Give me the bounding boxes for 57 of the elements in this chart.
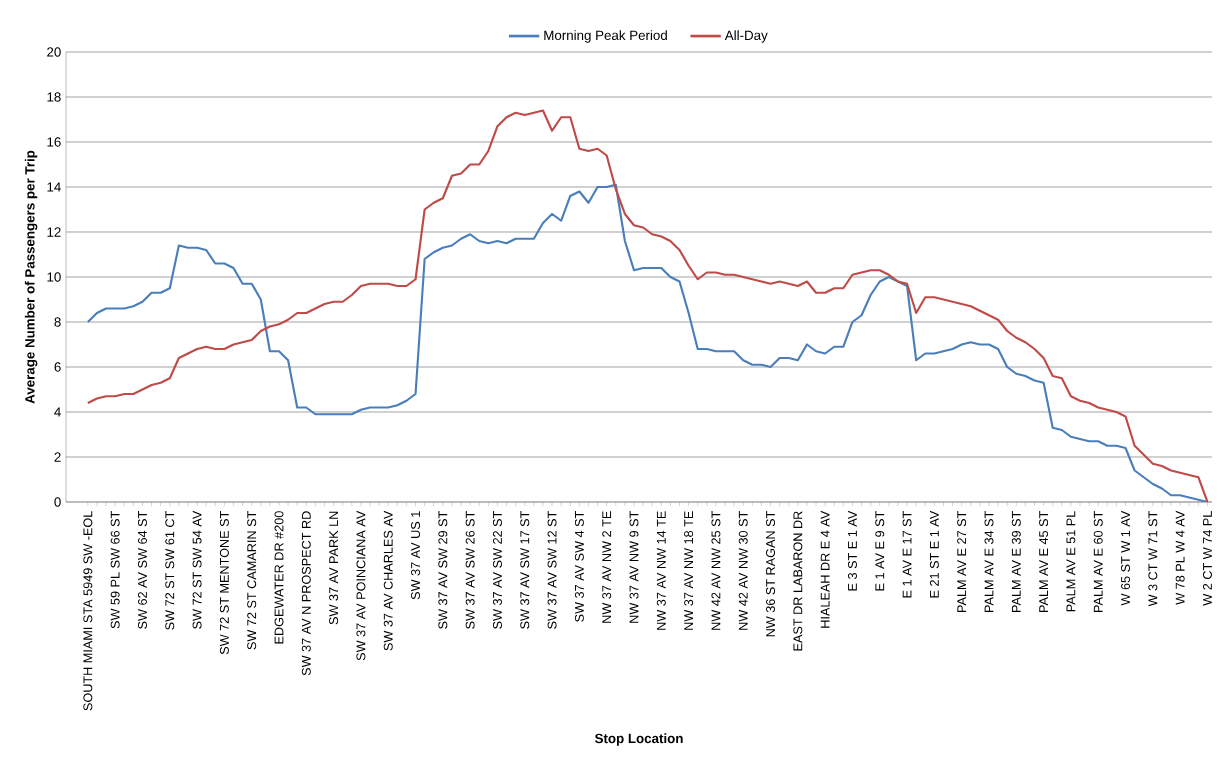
y-tick-label: 0 [54,497,61,507]
x-tick-label: NW 42 AV NW 30 ST [738,511,748,630]
x-tick-label: SW 37 AV SW 29 ST [438,511,448,629]
x-tick-label: NW 37 AV NW 14 TE [656,511,666,630]
y-tick-label: 12 [47,227,61,237]
y-tick-label: 8 [54,317,61,327]
y-tick-label: 2 [54,452,61,462]
x-tick-label: SW 37 AV SW 17 ST [520,511,530,629]
y-axis-title: Average Number of Passengers per Trip [24,150,38,404]
x-tick-label: SW 72 ST SW 54 AV [192,510,202,629]
x-tick-label: PALM AV E 45 ST [1039,511,1049,612]
x-tick-label: NW 36 ST RAGAN ST [766,511,776,637]
legend-label: All-Day [724,30,768,43]
y-tick-label: 14 [47,182,61,192]
x-tick-label: PALM AV E 34 ST [984,511,994,612]
x-tick-label: PALM AV E 27 ST [957,511,967,612]
x-tick-label: E 1 AV E 9 ST [875,511,885,591]
x-tick-label: SW 37 AV N PROSPECT RD [301,511,311,676]
x-tick-label: HIALEAH DR E 4 AV [820,510,830,628]
y-tick-label: 6 [54,362,61,372]
x-tick-label: E 1 AV E 17 ST [902,511,912,598]
y-tick-label: 4 [54,407,61,417]
x-tick-label: SW 62 AV SW 64 ST [137,511,147,629]
x-tick-label: SW 37 AV US 1 [411,511,421,600]
y-tick-label: 20 [47,47,61,57]
x-tick-label: SW 37 AV SW 22 ST [492,511,502,629]
x-tick-label: SW 37 AV SW 26 ST [465,511,475,629]
x-tick-label: E 3 ST E 1 AV [847,510,857,591]
x-tick-label: W 65 ST W 1 AV [1121,510,1131,606]
y-tick-label: 16 [47,137,61,147]
x-tick-label: NW 37 AV NW 9 ST [629,511,639,623]
x-tick-label: SW 37 AV PARK LN [329,511,339,625]
x-axis-title: Stop Location [594,733,683,746]
x-tick-label: SW 37 AV SW 4 ST [574,511,584,622]
x-tick-label: PALM AV E 39 ST [1011,511,1021,612]
legend-label: Morning Peak Period [544,30,667,43]
x-tick-label: SW 37 AV CHARLES AV [383,510,393,651]
x-tick-label: NW 37 AV NW 18 TE [684,511,694,630]
x-tick-label: PALM AV E 51 PL [1066,511,1076,612]
y-tick-label: 18 [47,92,61,102]
x-tick-label: SW 72 ST CAMARIN ST [247,511,257,650]
x-tick-label: NW 42 AV NW 25 ST [711,511,721,630]
x-tick-label: W 3 CT W 71 ST [1148,511,1158,607]
x-tick-label: EAST DR LABARON DR [793,511,803,651]
x-tick-label: SOUTH MIAMI STA 5949 SW -EOL [83,511,93,711]
x-tick-label: SW 37 AV POINCIANA AV [356,510,366,661]
x-tick-label: NW 37 AV NW 2 TE [602,511,612,623]
x-tick-label: W 2 CT W 74 PL [1202,511,1212,606]
x-tick-label: EDGEWATER DR #200 [274,511,284,644]
y-tick-label: 10 [47,272,61,282]
x-tick-label: W 78 PL W 4 AV [1175,510,1185,605]
x-tick-label: SW 72 ST SW 61 CT [165,511,175,630]
x-tick-label: E 21 ST E 1 AV [929,510,939,598]
x-tick-label: SW 59 PL SW 66 ST [110,511,120,629]
x-tick-label: SW 72 ST MENTONE ST [219,511,229,655]
x-tick-label: PALM AV E 60 ST [1093,511,1103,612]
x-tick-label: SW 37 AV SW 12 ST [547,511,557,629]
